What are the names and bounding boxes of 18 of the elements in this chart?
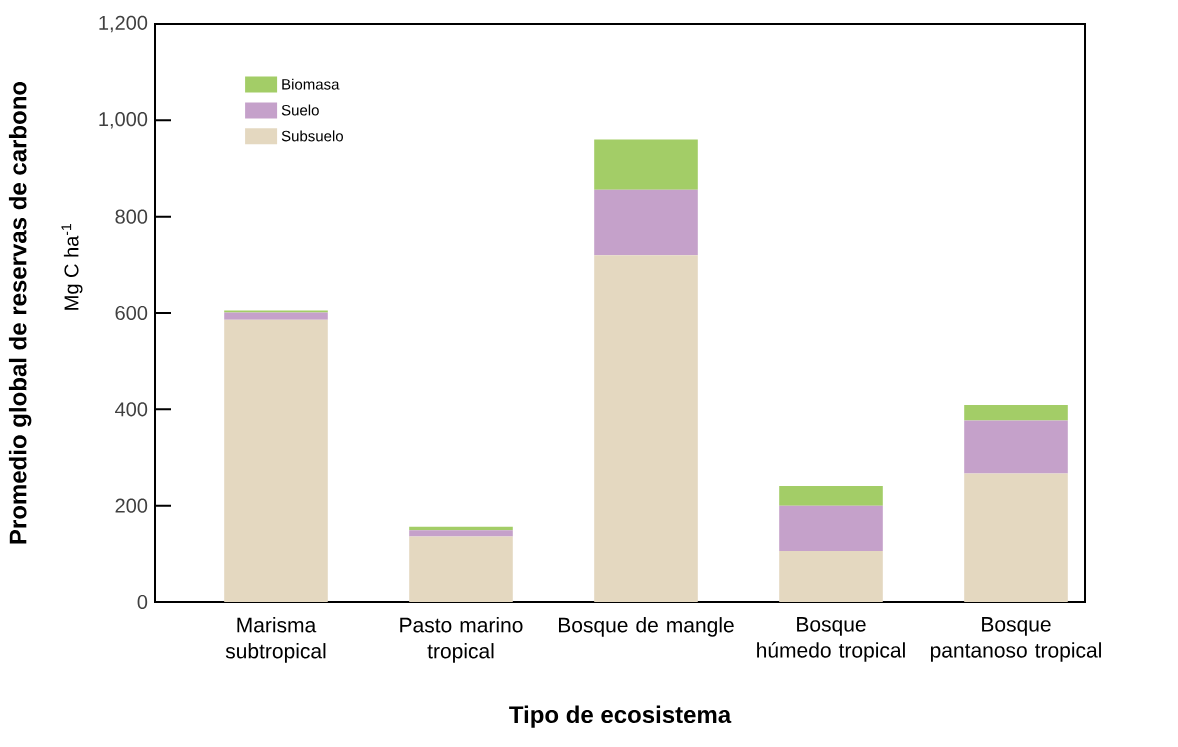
text: Mg C ha$^{-1}$ — [61, 223, 83, 310]
y-tick-label: 1,000 — [99, 112, 148, 129]
legend-label: Subsuelo — [281, 130, 344, 142]
x-tick-label: Bosque pantanoso tropical — [930, 617, 1101, 662]
y-tick-label: 1,200 — [99, 15, 148, 33]
legend-label: Suelo — [281, 104, 319, 116]
x-tick-label: Marisma subtropical — [225, 617, 326, 663]
y-tick-label: 0 — [137, 594, 148, 610]
y-tick-label: 600 — [115, 305, 148, 321]
x-tick-label: Pasto marino tropical — [400, 617, 523, 663]
x-tick-label: Bosque de mangle — [558, 617, 734, 637]
y-tick-label: 800 — [115, 209, 148, 224]
y-tick-label: 200 — [115, 498, 148, 513]
x-axis-title: Tipo de ecosistema — [509, 705, 732, 728]
legend-label: Biomasa — [282, 78, 340, 90]
y-tick-label: 400 — [115, 402, 148, 417]
x-tick-label: Bosque húmedo tropical — [757, 617, 905, 662]
y-axis-title: Promedio global de reservas de carbono — [8, 81, 32, 544]
